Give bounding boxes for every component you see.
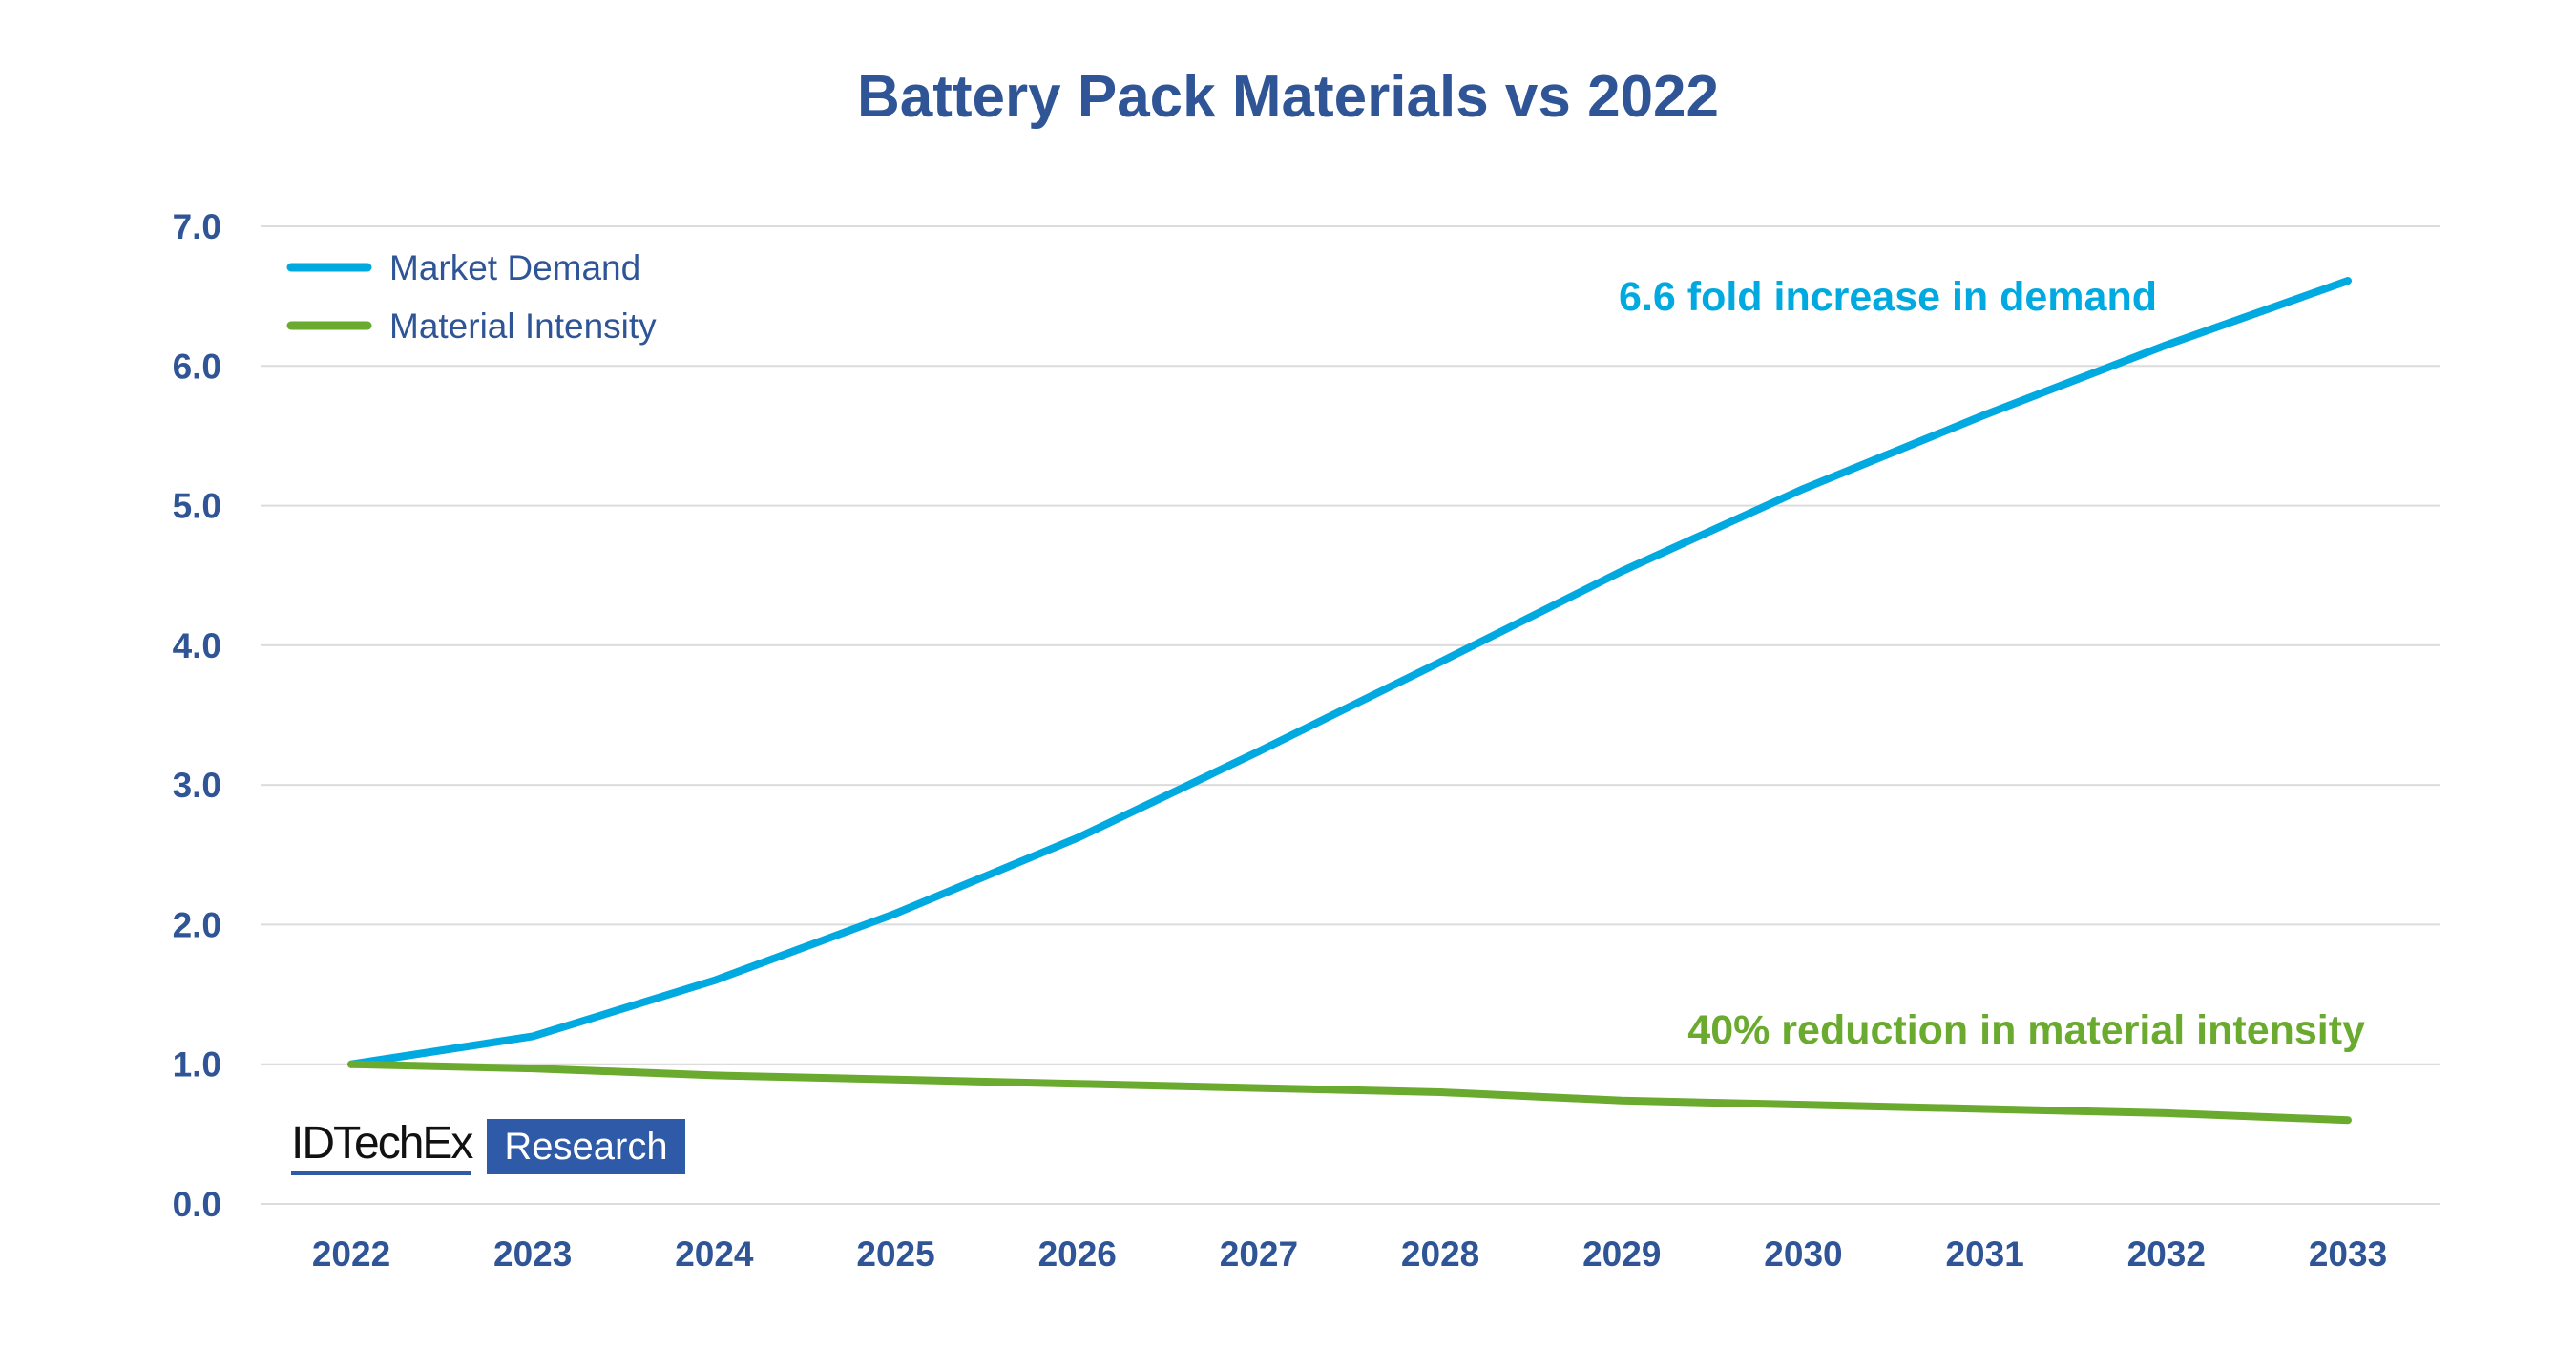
x-tick-label: 2023 (493, 1234, 572, 1274)
x-tick-label: 2029 (1582, 1234, 1661, 1274)
legend-label: Material Intensity (389, 306, 657, 346)
y-tick-label: 2.0 (173, 905, 221, 944)
x-tick-label: 2022 (312, 1234, 390, 1274)
x-tick-label: 2027 (1220, 1234, 1298, 1274)
y-tick-label: 0.0 (173, 1185, 221, 1224)
y-tick-label: 4.0 (173, 626, 221, 665)
x-tick-label: 2026 (1038, 1234, 1117, 1274)
y-tick-label: 3.0 (173, 766, 221, 805)
y-tick-label: 5.0 (173, 487, 221, 526)
idtechex-logo: IDTechEx Research (291, 1119, 685, 1175)
legend-label: Market Demand (389, 248, 640, 287)
logo-main-text: IDTechEx (291, 1119, 473, 1175)
x-tick-label: 2032 (2127, 1234, 2206, 1274)
y-tick-label: 7.0 (173, 207, 221, 246)
x-tick-label: 2033 (2309, 1234, 2387, 1274)
x-tick-label: 2025 (856, 1234, 934, 1274)
series-line-market-demand (347, 277, 2352, 1068)
annotation-intensity: 40% reduction in material intensity (1687, 1007, 2365, 1053)
series-line-material-intensity (347, 1060, 2352, 1125)
x-tick-label: 2028 (1401, 1234, 1479, 1274)
chart-title: Battery Pack Materials vs 2022 (856, 64, 1720, 130)
logo-badge: Research (487, 1119, 685, 1174)
x-tick-label: 2030 (1764, 1234, 1842, 1274)
x-tick-label: 2024 (675, 1234, 754, 1274)
x-tick-label: 2031 (1945, 1234, 2023, 1274)
annotation-demand: 6.6 fold increase in demand (1619, 274, 2157, 320)
y-tick-label: 1.0 (173, 1045, 221, 1085)
y-tick-label: 6.0 (173, 347, 221, 386)
